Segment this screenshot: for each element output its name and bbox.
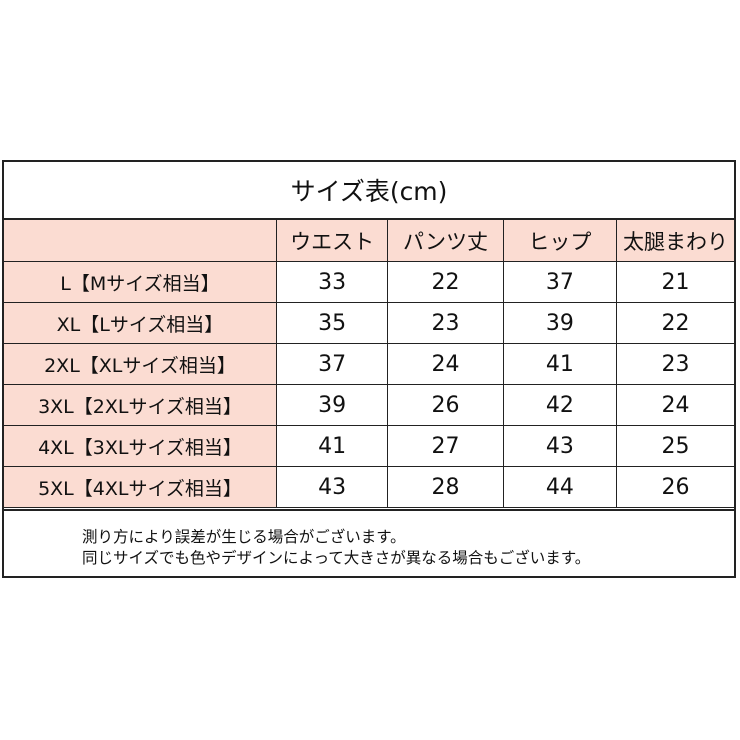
size-label: 3XL【2XLサイズ相当】 <box>4 384 277 426</box>
table-row: 4XL【3XLサイズ相当】 41 27 43 25 <box>4 425 734 467</box>
thigh-value: 25 <box>616 425 734 467</box>
length-value: 24 <box>387 343 504 385</box>
length-value: 23 <box>387 302 504 344</box>
size-label: 5XL【4XLサイズ相当】 <box>4 466 277 508</box>
table-row: 5XL【4XLサイズ相当】 43 28 44 26 <box>4 466 734 508</box>
waist-value: 35 <box>275 302 389 344</box>
header-thigh: 太腿まわり <box>616 220 734 262</box>
thigh-value: 23 <box>616 343 734 385</box>
size-label: 4XL【3XLサイズ相当】 <box>4 425 277 467</box>
header-row: ウエスト パンツ丈 ヒップ 太腿まわり <box>4 220 734 262</box>
length-value: 22 <box>387 261 504 303</box>
table-row: L【Mサイズ相当】 33 22 37 21 <box>4 261 734 303</box>
thigh-value: 22 <box>616 302 734 344</box>
table-row: XL【Lサイズ相当】 35 23 39 22 <box>4 302 734 344</box>
waist-value: 37 <box>275 343 389 385</box>
length-value: 26 <box>387 384 504 426</box>
hip-value: 37 <box>502 261 618 303</box>
hip-value: 39 <box>502 302 618 344</box>
note-line: 同じサイズでも色やデザインによって大きさが異なる場合もございます。 <box>82 549 591 567</box>
waist-value: 41 <box>275 425 389 467</box>
size-table: ウエスト パンツ丈 ヒップ 太腿まわり L【Mサイズ相当】 33 22 37 2… <box>4 220 734 508</box>
hip-value: 41 <box>502 343 618 385</box>
length-value: 28 <box>387 466 504 508</box>
length-value: 27 <box>387 425 504 467</box>
size-chart: サイズ表(cm) ウエスト パンツ丈 ヒップ 太腿まわり L【Mサイズ相当】 3… <box>2 160 736 578</box>
header-hip: ヒップ <box>502 220 618 262</box>
size-label: L【Mサイズ相当】 <box>4 261 277 303</box>
header-waist: ウエスト <box>275 220 389 262</box>
table-row: 2XL【XLサイズ相当】 37 24 41 23 <box>4 343 734 385</box>
chart-title: サイズ表(cm) <box>4 162 734 220</box>
thigh-value: 24 <box>616 384 734 426</box>
header-size-cell <box>4 220 277 262</box>
hip-value: 44 <box>502 466 618 508</box>
size-label: 2XL【XLサイズ相当】 <box>4 343 277 385</box>
thigh-value: 21 <box>616 261 734 303</box>
thigh-value: 26 <box>616 466 734 508</box>
size-label: XL【Lサイズ相当】 <box>4 302 277 344</box>
waist-value: 33 <box>275 261 389 303</box>
hip-value: 43 <box>502 425 618 467</box>
table-row: 3XL【2XLサイズ相当】 39 26 42 24 <box>4 384 734 426</box>
waist-value: 43 <box>275 466 389 508</box>
note-line: 測り方により誤差が生じる場合がございます。 <box>82 528 406 546</box>
header-length: パンツ丈 <box>387 220 504 262</box>
waist-value: 39 <box>275 384 389 426</box>
notes-section: 測り方により誤差が生じる場合がございます。 同じサイズでも色やデザインによって大… <box>4 509 734 569</box>
hip-value: 42 <box>502 384 618 426</box>
